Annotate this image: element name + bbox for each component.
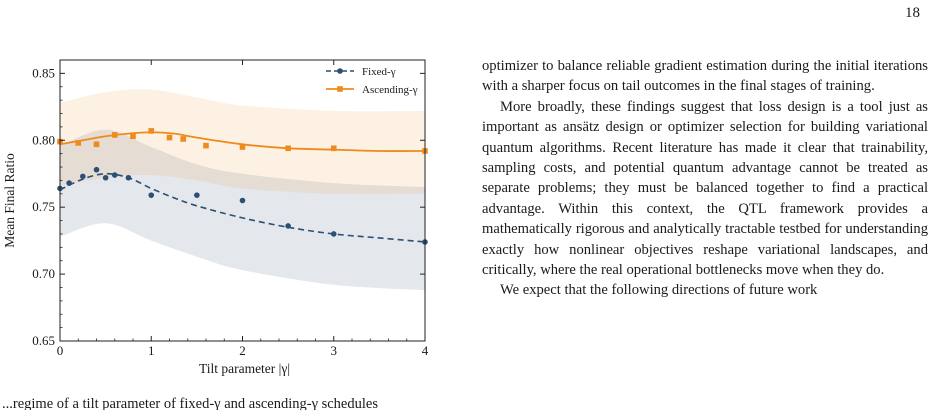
band-ascending [60, 89, 425, 195]
fit-line-ascending [60, 131, 425, 152]
body-text-column: optimizer to balance reliable gradient e… [482, 56, 928, 301]
figure-chart: 0 1 2 3 4 0.65 0.70 0.75 0.80 0.85 Tilt parameter … [0, 40, 440, 380]
legend-label-ascending: Ascending-γ [362, 84, 418, 96]
y-tick-label: 0.80 [32, 132, 55, 147]
point-fixed [330, 231, 337, 237]
x-tick-label: 1 [148, 343, 155, 358]
point-fixed [66, 180, 72, 186]
point-ascending [75, 140, 82, 146]
point-ascending [111, 132, 118, 138]
point-ascending [166, 134, 173, 141]
point-ascending [239, 144, 246, 150]
point-fixed [102, 174, 109, 181]
point-ascending [203, 142, 209, 149]
y-tick-label: 0.70 [32, 266, 55, 281]
page-number: 18 [905, 5, 920, 21]
point-ascending [93, 141, 100, 148]
point-fixed [93, 166, 100, 173]
point-fixed [111, 172, 118, 178]
x-tick-label: 0 [57, 343, 64, 358]
point-fixed [285, 223, 291, 229]
point-fixed [148, 192, 155, 198]
point-fixed [239, 197, 246, 204]
y-axis-label: Mean Final Ratio [2, 153, 17, 248]
y-tick-label: 0.65 [32, 333, 55, 348]
point-fixed [125, 174, 132, 181]
paragraph-3: We expect that the following directions … [500, 282, 818, 299]
legend-label-fixed: Fixed-γ [362, 66, 396, 78]
fit-line-fixed [60, 172, 425, 243]
x-tick-label: 2 [239, 343, 246, 358]
point-ascending [148, 128, 155, 134]
x-tick-label: 3 [331, 343, 338, 358]
x-axis-label: Tilt parameter |γ| [199, 361, 290, 376]
y-tick-label: 0.85 [32, 65, 55, 80]
band-fixed [60, 129, 425, 291]
x-tick-label: 4 [422, 343, 429, 358]
paragraph-1: optimizer to balance reliable gradient e… [482, 58, 928, 95]
point-ascending [330, 145, 337, 152]
point-ascending [130, 133, 136, 140]
legend-marker-fixed [337, 68, 343, 74]
paragraph-2: More broadly, these findings suggest tha… [482, 98, 928, 279]
figure-caption-fragment: ...regime of a tilt parameter of fixed-γ… [2, 396, 378, 412]
y-tick-label: 0.75 [32, 199, 55, 214]
legend-marker-ascending [337, 86, 343, 92]
point-ascending [285, 145, 291, 152]
point-ascending [180, 136, 186, 142]
point-fixed [80, 173, 86, 180]
point-fixed [194, 192, 200, 198]
line-chart: 0 1 2 3 4 0.65 0.70 0.75 0.80 0.85 Tilt parameter … [2, 59, 429, 376]
